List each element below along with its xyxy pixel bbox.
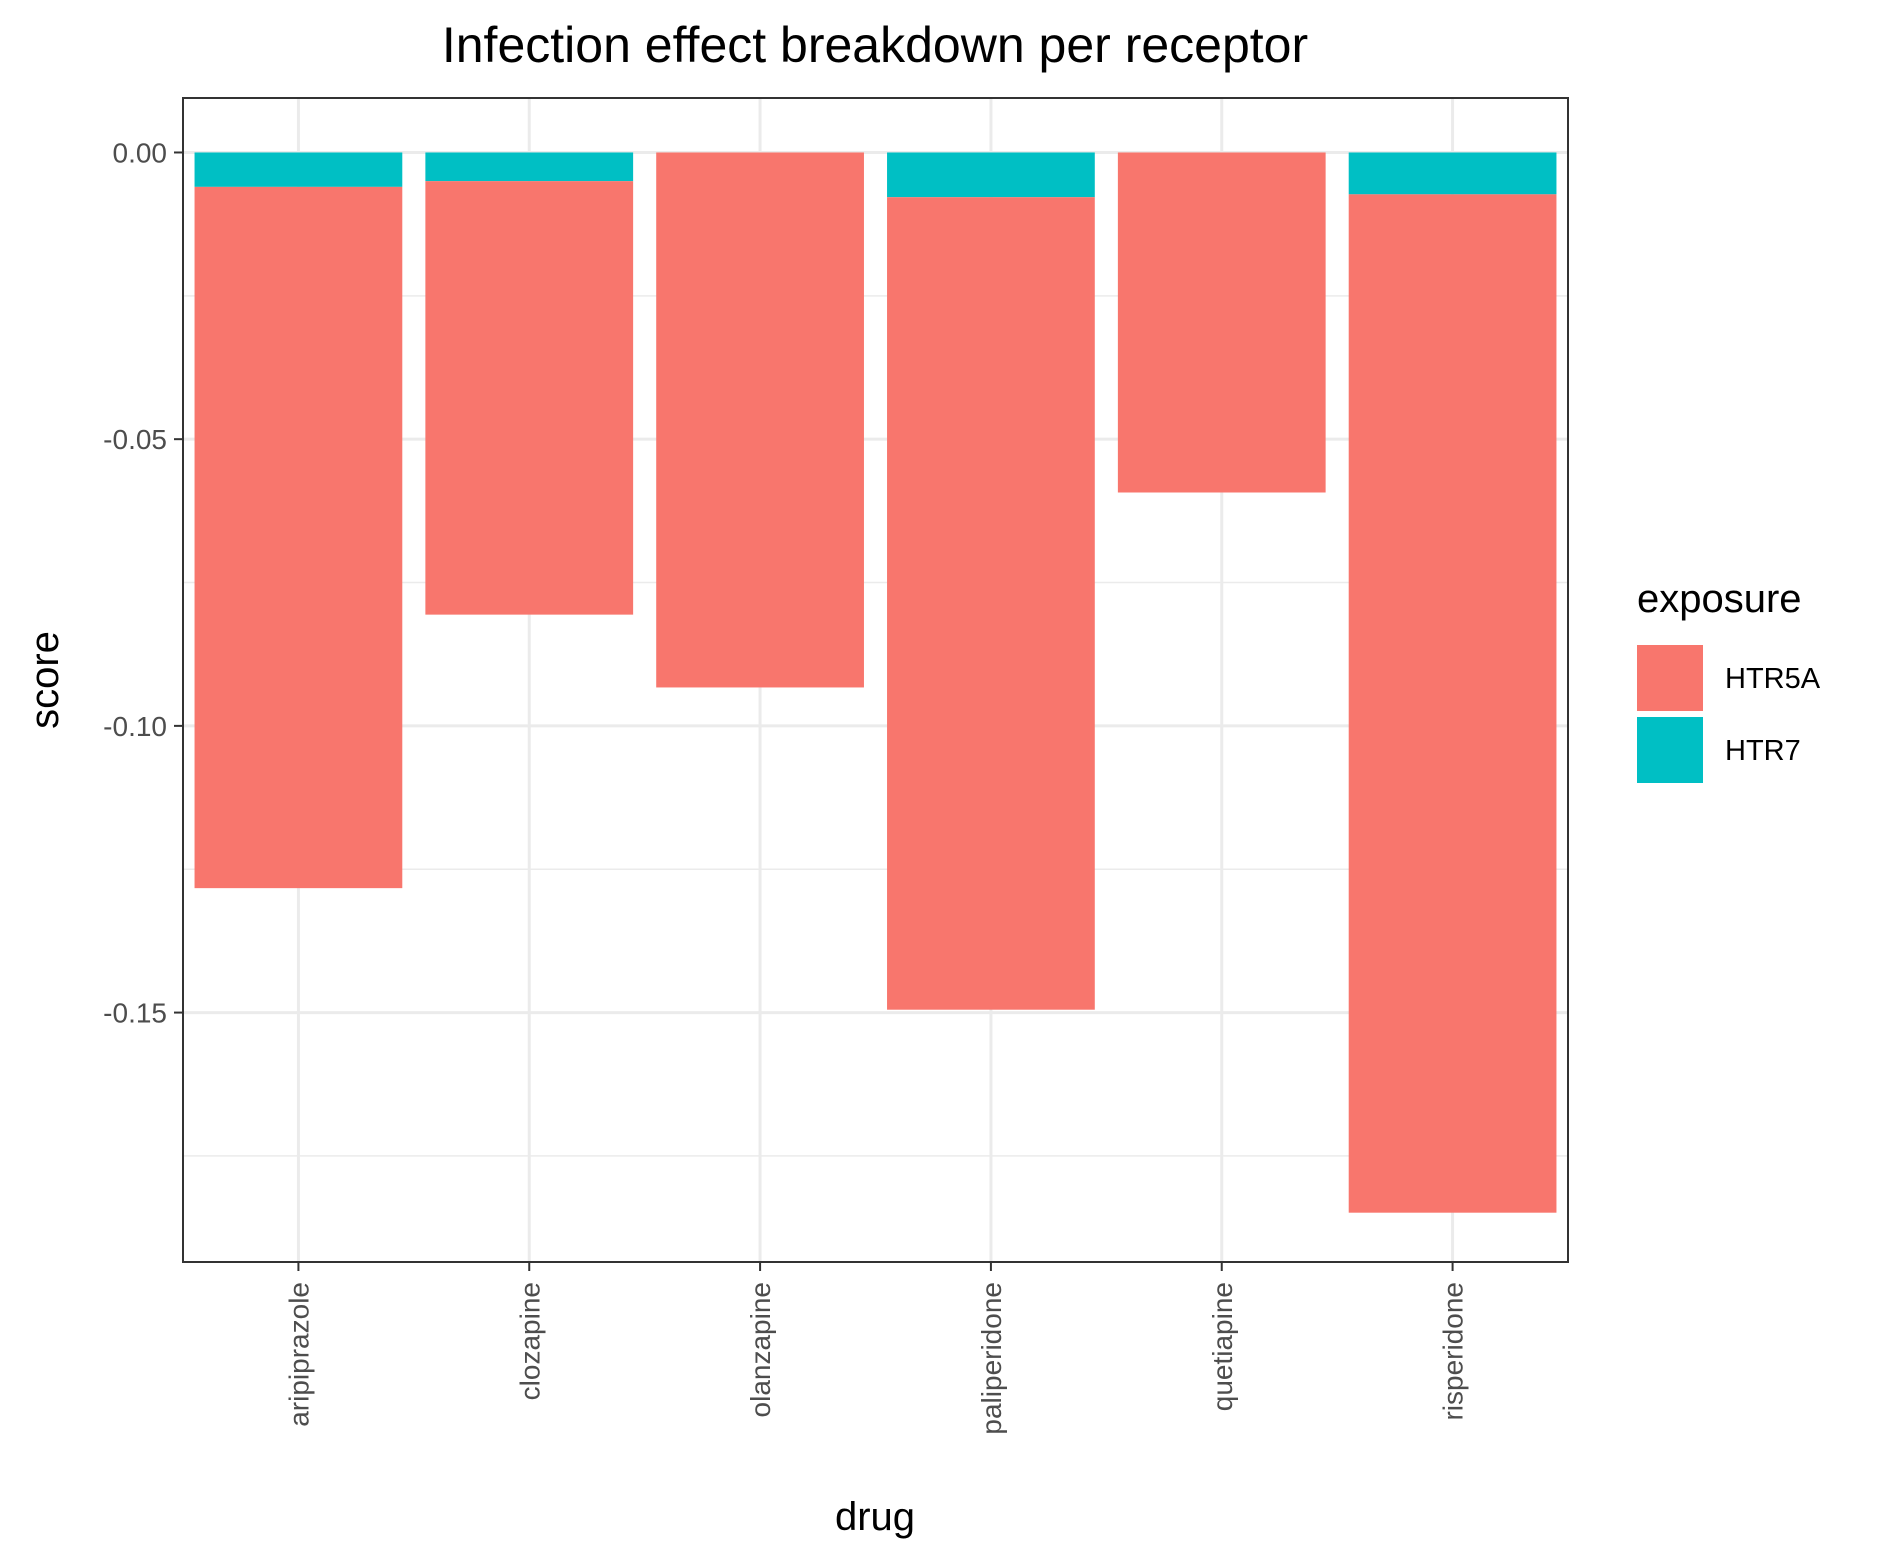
bar-htr5a-quetiapine bbox=[1117, 152, 1326, 493]
y-axis-title: score bbox=[23, 631, 67, 729]
legend: HTR5A HTR7 bbox=[1637, 645, 1821, 783]
x-axis-title: drug bbox=[835, 1495, 915, 1539]
x-tick-label-paliperidone: paliperidone bbox=[976, 1282, 1007, 1435]
axis-layer: 0.00 -0.05 -0.10 -0.15 aripiprazole clozapine… bbox=[103, 137, 1468, 1434]
bar-htr5a-aripiprazole bbox=[194, 186, 403, 889]
bar-htr7-clozapine bbox=[425, 152, 634, 182]
bar-htr5a-clozapine bbox=[425, 181, 634, 615]
bar-htr7-paliperidone bbox=[887, 152, 1095, 198]
bar-htr5a-olanzapine bbox=[656, 152, 864, 688]
bar-htr5a-paliperidone bbox=[887, 197, 1095, 1010]
legend-title: exposure bbox=[1637, 577, 1802, 621]
chart-title: Infection effect breakdown per receptor bbox=[442, 17, 1308, 73]
legend-key-htr5a bbox=[1637, 645, 1703, 711]
bar-htr5a-risperidone bbox=[1348, 194, 1557, 1213]
y-tick-label: -0.05 bbox=[103, 424, 167, 455]
x-tick-label-olanzapine: olanzapine bbox=[745, 1282, 776, 1417]
x-tick-label-aripiprazole: aripiprazole bbox=[283, 1282, 314, 1427]
y-tick-label: 0.00 bbox=[113, 137, 168, 168]
bar-htr7-aripiprazole bbox=[194, 152, 403, 187]
x-tick-label-risperidone: risperidone bbox=[1438, 1282, 1469, 1421]
y-tick-label: -0.10 bbox=[103, 711, 167, 742]
bar-htr7-risperidone bbox=[1348, 152, 1557, 195]
x-tick-label-clozapine: clozapine bbox=[514, 1282, 545, 1400]
legend-key-htr7 bbox=[1637, 717, 1703, 783]
y-tick-label: -0.15 bbox=[103, 998, 167, 1029]
x-tick-label-quetiapine: quetiapine bbox=[1207, 1282, 1238, 1411]
legend-label-htr7: HTR7 bbox=[1725, 735, 1801, 767]
legend-label-htr5a: HTR5A bbox=[1725, 663, 1821, 695]
panel-border bbox=[182, 97, 1569, 1263]
bar-layer bbox=[194, 152, 1557, 1213]
